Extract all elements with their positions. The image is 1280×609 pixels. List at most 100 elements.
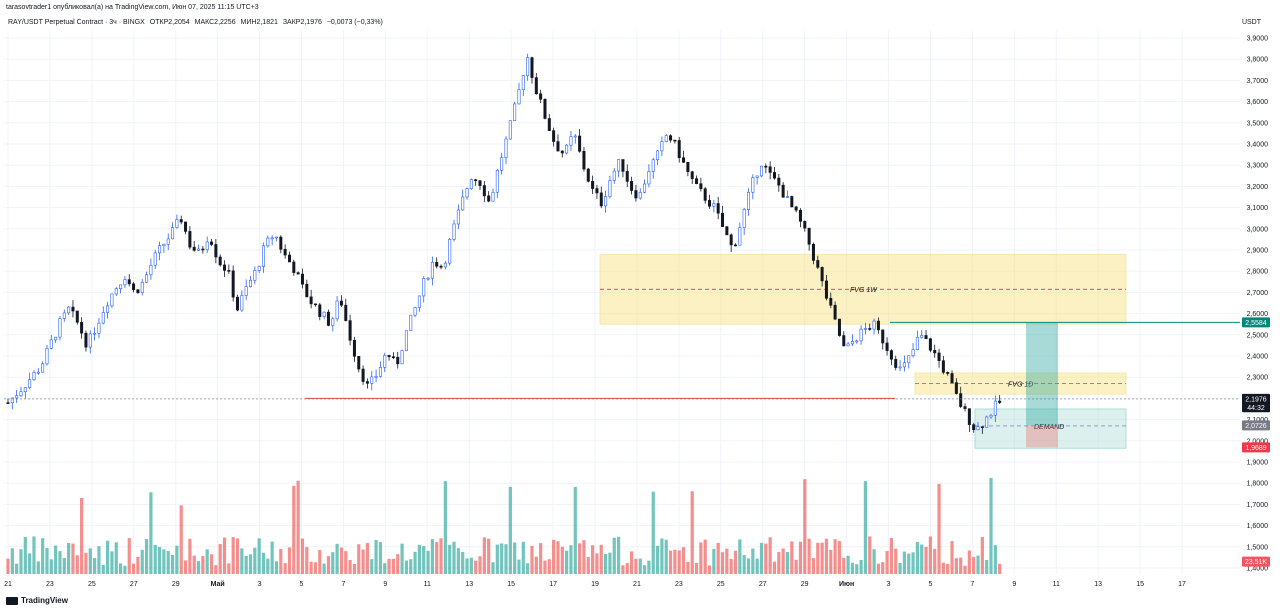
stop-zone bbox=[1026, 425, 1058, 448]
candle-body bbox=[123, 279, 127, 286]
volume-bar bbox=[733, 550, 738, 574]
volume-bar bbox=[521, 541, 525, 574]
candle-body bbox=[764, 165, 768, 168]
volume-bar bbox=[318, 550, 322, 574]
y-tick-label: 2,5000 bbox=[1247, 332, 1269, 339]
candle-body bbox=[326, 311, 330, 326]
candle-body bbox=[625, 171, 629, 182]
candle-body bbox=[790, 196, 794, 208]
candle-body bbox=[283, 249, 287, 256]
volume-bar bbox=[980, 536, 984, 574]
y-tick-label: 1,9000 bbox=[1247, 460, 1269, 467]
volume-bar bbox=[764, 543, 768, 574]
candle-body bbox=[274, 236, 278, 239]
volume-bar bbox=[430, 539, 434, 574]
volume-bar bbox=[686, 561, 690, 574]
candle-body bbox=[543, 98, 547, 119]
candle-body bbox=[71, 306, 75, 312]
volume-bar bbox=[166, 550, 170, 574]
candle-body bbox=[370, 376, 374, 384]
volume-bar bbox=[36, 561, 40, 574]
candle-body bbox=[946, 372, 950, 374]
candle-body bbox=[474, 179, 478, 182]
candle-body bbox=[872, 320, 876, 330]
candle-body bbox=[876, 320, 880, 331]
candle-body bbox=[240, 295, 244, 311]
x-tick-label: 5 bbox=[300, 581, 304, 588]
x-tick-label: 23 bbox=[675, 581, 683, 588]
candle-body bbox=[729, 234, 733, 246]
candle-body bbox=[41, 363, 45, 373]
volume-bar bbox=[231, 537, 235, 574]
candle-body bbox=[75, 310, 79, 323]
y-tick-label: 3,8000 bbox=[1247, 57, 1269, 64]
candle-body bbox=[348, 320, 352, 341]
volume-bar bbox=[798, 541, 803, 574]
price-label-text: 2,1976 bbox=[1245, 396, 1267, 403]
volume-bar bbox=[374, 539, 378, 574]
volume-bar bbox=[335, 543, 339, 574]
candle-body bbox=[249, 279, 253, 287]
candle-body bbox=[136, 289, 140, 293]
volume-bar bbox=[283, 563, 287, 574]
y-tick-label: 1,8000 bbox=[1247, 481, 1269, 488]
volume-bar bbox=[183, 560, 188, 574]
candle-body bbox=[842, 335, 846, 347]
price-label-bg bbox=[1242, 420, 1270, 431]
candle-body bbox=[950, 373, 954, 383]
candle-body bbox=[140, 281, 144, 293]
candle-body bbox=[889, 350, 893, 360]
high-value: МАКС2,2256 bbox=[194, 19, 236, 26]
candle-body bbox=[443, 262, 447, 268]
candle-body bbox=[833, 304, 837, 320]
x-tick-label: 29 bbox=[172, 581, 180, 588]
volume-bar bbox=[629, 551, 634, 574]
x-tick-label: Май bbox=[211, 580, 225, 588]
price-label-bg bbox=[1242, 442, 1270, 453]
candle-body bbox=[924, 335, 928, 340]
volume-bar bbox=[655, 545, 660, 574]
volume-bar bbox=[920, 544, 924, 574]
candle-body bbox=[270, 237, 274, 240]
volume-bar bbox=[443, 481, 447, 574]
candle-body bbox=[902, 362, 906, 368]
candle-body bbox=[119, 284, 123, 290]
candle-body bbox=[660, 141, 664, 152]
volume-bar bbox=[950, 541, 954, 574]
symbol-name[interactable]: RAY/USDT Perpetual Contract · 3ч · BINGX bbox=[8, 19, 145, 26]
volume-bar bbox=[62, 558, 66, 574]
x-tick-label: 15 bbox=[507, 581, 515, 588]
volume-bar bbox=[218, 544, 222, 574]
volume-bar bbox=[296, 480, 300, 574]
candle-body bbox=[976, 426, 980, 430]
volume-bar bbox=[534, 556, 538, 574]
candle-body bbox=[106, 305, 110, 313]
volume-bar bbox=[32, 536, 36, 574]
volume-bar bbox=[651, 491, 655, 574]
volume-bar bbox=[209, 554, 214, 574]
volume-bar bbox=[638, 558, 642, 574]
y-tick-label: 3,1000 bbox=[1247, 205, 1269, 212]
close-value: ЗАКР2,1976 bbox=[282, 19, 322, 26]
candle-body bbox=[218, 256, 222, 266]
candle-body bbox=[517, 89, 521, 105]
candle-body bbox=[28, 379, 32, 388]
footer-brand[interactable]: TradingView bbox=[6, 596, 68, 605]
candle-body bbox=[149, 264, 153, 276]
volume-bar bbox=[907, 553, 911, 574]
volume-bar bbox=[508, 486, 512, 574]
candle-body bbox=[963, 406, 967, 409]
volume-bar bbox=[279, 548, 283, 574]
candle-body bbox=[158, 245, 162, 254]
volume-bar bbox=[127, 538, 131, 574]
volume-bar bbox=[196, 561, 201, 574]
candle-body bbox=[23, 387, 27, 393]
candle-body bbox=[162, 243, 166, 247]
candle-body bbox=[409, 314, 413, 331]
candle-body bbox=[495, 169, 499, 193]
volume-bar bbox=[344, 551, 348, 574]
candle-body bbox=[153, 252, 157, 266]
candle-body bbox=[829, 297, 833, 306]
x-tick-label: 27 bbox=[759, 581, 767, 588]
